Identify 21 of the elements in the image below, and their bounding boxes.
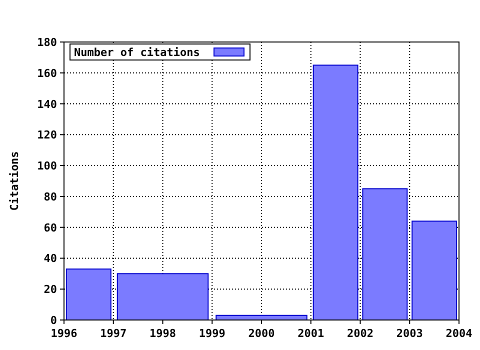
y-tick-label: 60 bbox=[44, 221, 57, 234]
y-tick-label: 0 bbox=[50, 314, 57, 327]
x-tick-label: 1996 bbox=[50, 327, 78, 340]
y-tick-label: 100 bbox=[37, 160, 57, 173]
y-axis-title: Citations bbox=[8, 151, 21, 211]
x-tick-label: 1997 bbox=[100, 327, 127, 340]
y-tick-label: 20 bbox=[44, 283, 57, 296]
legend-label: Number of citations bbox=[74, 46, 200, 59]
x-tick-label: 1999 bbox=[198, 327, 226, 340]
y-tick-label: 80 bbox=[44, 190, 57, 204]
y-tick-label: 180 bbox=[37, 36, 57, 49]
y-tick-label: 40 bbox=[44, 252, 57, 266]
y-tick-label: 160 bbox=[37, 66, 57, 80]
x-tick-label: 1998 bbox=[150, 327, 176, 340]
y-tick-label: 140 bbox=[37, 98, 57, 111]
x-tick-label: 2001 bbox=[298, 327, 324, 340]
x-tick-label: 2004 bbox=[446, 327, 473, 340]
x-tick-label: 2002 bbox=[347, 327, 374, 340]
y-tick-label: 120 bbox=[37, 128, 57, 142]
x-tick-label: 2000 bbox=[248, 327, 275, 340]
x-tick-label: 2003 bbox=[396, 327, 423, 340]
